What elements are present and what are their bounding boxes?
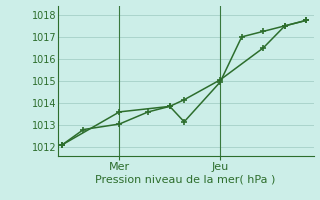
X-axis label: Pression niveau de la mer( hPa ): Pression niveau de la mer( hPa ) (95, 174, 276, 184)
